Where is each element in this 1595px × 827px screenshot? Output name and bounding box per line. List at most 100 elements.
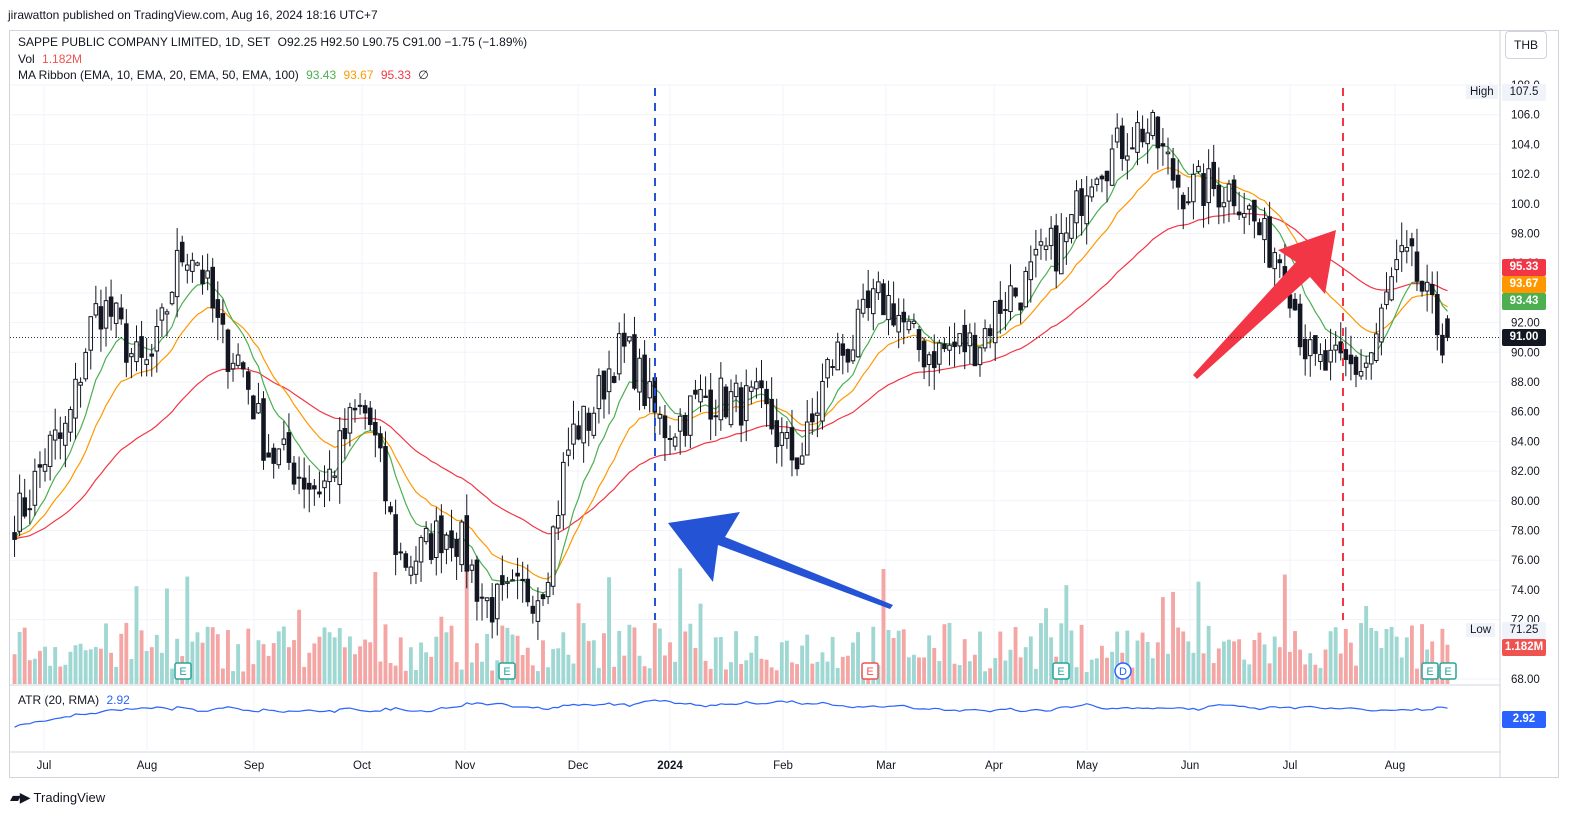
volume-bar	[769, 667, 774, 684]
candle-body	[388, 506, 393, 513]
volume-bar	[993, 658, 998, 684]
candle-body	[606, 368, 612, 393]
volume-bar	[449, 625, 454, 684]
candle-body	[362, 405, 368, 414]
atr-pane	[14, 699, 1448, 728]
volume-bar	[810, 663, 815, 684]
volume-bar	[322, 627, 327, 684]
volume-bar	[1399, 657, 1404, 684]
volume-bar	[1227, 639, 1231, 684]
marker-frame	[1439, 662, 1457, 680]
volume-bar	[231, 671, 235, 684]
volume-bar	[1384, 628, 1389, 684]
volume-bar	[947, 622, 952, 684]
candle-body	[1374, 333, 1379, 362]
volume-bar	[1338, 653, 1343, 684]
candle-body	[1226, 183, 1232, 202]
volume-bar	[1354, 665, 1358, 684]
volume-bar	[236, 644, 241, 684]
candle-body	[474, 559, 480, 602]
volume-bar	[22, 627, 27, 684]
candle-body	[68, 409, 73, 433]
candle-body	[998, 299, 1003, 314]
candle-body	[1318, 354, 1323, 362]
price-tick-label: 68.00	[1511, 674, 1540, 686]
candle-body	[1409, 238, 1415, 247]
volume-bar	[190, 641, 195, 684]
price-tick-label: 90.00	[1511, 347, 1540, 359]
volume-bar	[109, 652, 114, 684]
candle-body	[977, 347, 983, 366]
volume-bar	[1282, 574, 1287, 684]
volume-bar	[337, 628, 342, 684]
candle-body	[479, 596, 485, 599]
volume-bar	[627, 624, 632, 684]
marker-letter: E	[1057, 666, 1064, 678]
volume-bar	[835, 667, 840, 684]
candle-body	[1358, 371, 1364, 377]
volume-bar	[12, 654, 17, 684]
volume-bar	[673, 661, 678, 684]
volume-bar	[495, 660, 500, 684]
volume-bar	[668, 642, 672, 684]
candle-body	[520, 578, 525, 582]
volume-bar	[215, 634, 220, 684]
volume-bar	[317, 636, 322, 684]
footer-brand[interactable]: ▰▶ TradingView	[10, 789, 105, 806]
volume-bar	[347, 636, 352, 684]
brand-name: TradingView	[33, 790, 106, 805]
high-label: High	[1470, 86, 1494, 98]
volume-bar	[210, 627, 215, 684]
volume-bar	[520, 654, 525, 684]
candle-body	[210, 266, 215, 309]
price-tick-label: 78.00	[1511, 526, 1540, 538]
candle-body	[423, 527, 429, 543]
volume-bar	[896, 630, 901, 684]
volume-bar	[1039, 623, 1043, 684]
candle-body	[550, 526, 556, 587]
candle-body	[108, 296, 114, 317]
candle-body	[352, 407, 358, 411]
currency-button[interactable]: THB	[1505, 31, 1547, 59]
candle-body	[891, 303, 896, 326]
candle-body	[1414, 251, 1420, 282]
candle-body	[942, 343, 947, 350]
candle-body	[810, 413, 815, 423]
volume-bar	[1374, 630, 1379, 684]
candle-body	[632, 334, 637, 389]
atr-label: ATR (20, RMA)	[18, 693, 100, 707]
volume-bar	[205, 626, 210, 684]
volume-bar	[576, 603, 581, 684]
price-tick-label: 102.0	[1511, 169, 1540, 181]
volume-bar	[1150, 658, 1155, 684]
candle-body	[926, 354, 932, 366]
candle-body	[901, 311, 907, 323]
candle-body	[342, 427, 348, 440]
candle-body	[992, 300, 998, 344]
volume-bar	[459, 669, 464, 684]
volume-bar	[475, 643, 479, 684]
volume-bar	[967, 661, 972, 684]
volume-bar	[266, 655, 271, 684]
volume-bars	[12, 567, 1450, 684]
ohlc-values: O92.25 H92.50 L90.75 C91.00 −1.75 (−1.89…	[277, 35, 528, 49]
volume-bar	[353, 654, 357, 684]
volume-bar	[1125, 630, 1130, 684]
candle-body	[174, 249, 180, 298]
candle-body	[703, 395, 708, 398]
volume-bar	[1008, 649, 1013, 684]
candle-body	[393, 514, 398, 555]
marker-frame	[1052, 662, 1070, 680]
volume-bar	[139, 630, 144, 684]
candle-body	[1069, 214, 1074, 239]
volume-pill: 1.182M	[1502, 639, 1546, 656]
candle-body	[881, 283, 886, 316]
candle-body	[1348, 354, 1354, 365]
volume-bar	[93, 647, 98, 684]
chart-frame[interactable]	[9, 30, 1559, 778]
candle-body	[693, 389, 698, 395]
candle-body	[825, 359, 830, 379]
volume-bar	[200, 642, 205, 684]
